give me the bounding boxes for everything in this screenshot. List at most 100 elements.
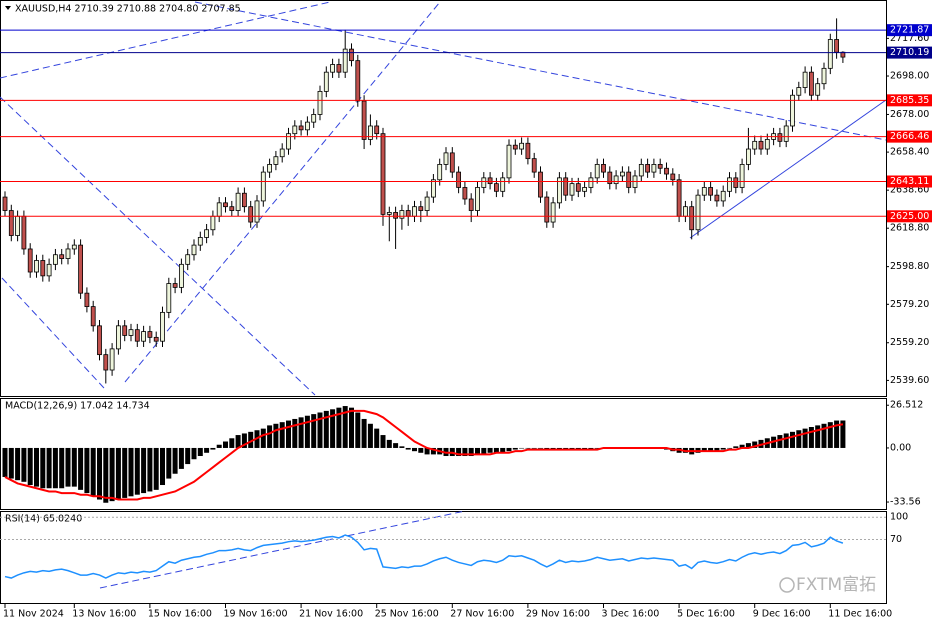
macd-bar (197, 447, 203, 457)
candle-body (210, 215, 216, 231)
y-tick-label: -33.56 (890, 497, 921, 508)
candle-body (367, 125, 373, 140)
macd-bar (790, 431, 795, 448)
macd-bar (304, 415, 310, 448)
candle-body (670, 173, 676, 181)
price-level-box (887, 210, 932, 223)
main-title: XAUUSD,H4 2710.39 2710.88 2704.80 2707.8… (15, 4, 241, 15)
macd-bar (424, 447, 430, 455)
macd-bar (519, 447, 525, 449)
macd-bar (2, 447, 8, 477)
macd-bar (52, 447, 58, 489)
candle-body (84, 292, 90, 308)
macd-bar (160, 447, 165, 486)
candle-body (544, 196, 550, 223)
candle-body (342, 48, 348, 73)
macd-bar (506, 447, 512, 452)
macd-bar (720, 447, 726, 450)
macd-bar (185, 447, 191, 465)
candle-body (59, 254, 65, 259)
macd-bar (317, 412, 323, 448)
candle-body (594, 164, 600, 179)
candle-body (557, 177, 562, 204)
macd-bar (342, 406, 348, 448)
macd-bar (475, 447, 480, 455)
macd-bar (273, 423, 279, 448)
macd-bar (204, 447, 210, 453)
candle-body (531, 158, 537, 173)
macd-bar (153, 447, 159, 490)
macd-bar (808, 427, 814, 448)
candle-body (336, 64, 342, 73)
macd-bar (311, 414, 317, 448)
candle-body (27, 248, 33, 273)
macd-bar (361, 418, 367, 448)
macd-bar (279, 422, 285, 448)
candle-body (34, 260, 39, 273)
candle-body (53, 254, 58, 265)
price-level-label: 2721.87 (890, 25, 929, 36)
candle-body (405, 210, 411, 217)
y-tick-label: 2638.60 (890, 185, 929, 196)
macd-bar (418, 447, 424, 453)
candle-body (229, 206, 235, 211)
y-tick-label: 70 (890, 534, 902, 545)
candle-body (418, 206, 424, 211)
macd-frame (0, 398, 887, 510)
candle-body (160, 311, 165, 342)
candle-body (638, 164, 644, 177)
macd-bar (8, 447, 14, 479)
candle-body (141, 331, 147, 342)
candle-body (802, 71, 808, 88)
macd-bar (349, 407, 354, 448)
macd-bar (701, 447, 707, 452)
macd-bar (412, 447, 417, 452)
macd-bar (834, 420, 840, 448)
price-level-label: 2625.00 (890, 211, 929, 222)
candle-body (166, 283, 172, 313)
macd-bar (267, 425, 273, 448)
candle-body (361, 100, 367, 140)
macd-bar (166, 447, 172, 479)
y-tick-label: 2678.00 (890, 109, 929, 120)
macd-bar (525, 447, 531, 449)
y-tick-label: 26.512 (890, 400, 923, 411)
candle-body (449, 152, 455, 173)
candle-body (97, 325, 102, 356)
candle-body (809, 71, 814, 96)
candle-body (475, 187, 480, 211)
candle-body (733, 177, 739, 188)
candle-body (487, 177, 493, 185)
macd-bar (71, 447, 77, 487)
macd-bar (260, 428, 266, 448)
candle-body (223, 202, 228, 208)
candle-body (178, 263, 184, 288)
macd-bar (292, 418, 298, 448)
macd-bar (115, 447, 121, 500)
macd-bar (147, 447, 153, 492)
candle-body (40, 260, 46, 277)
y-tick-label: 2539.60 (890, 375, 929, 386)
macd-bar (821, 423, 827, 448)
candle-body (15, 215, 21, 236)
candle-body (588, 177, 594, 188)
candle-body (216, 202, 222, 217)
candle-body (456, 171, 462, 188)
candle-body (500, 177, 506, 192)
candle-body (758, 140, 764, 150)
candle-body (815, 83, 821, 96)
candle-body (764, 139, 770, 150)
macd-bar (90, 447, 96, 497)
candle-body (739, 164, 745, 188)
trend-line (0, 96, 316, 396)
candle-body (191, 244, 197, 256)
candle-body (493, 183, 499, 192)
y-tick-label: 2618.80 (890, 223, 929, 234)
macd-bar (815, 425, 821, 448)
candle-body (519, 142, 524, 150)
candle-body (683, 206, 688, 217)
macd-bar (493, 447, 499, 453)
macd-bar (708, 447, 714, 452)
candle-body (286, 133, 291, 150)
